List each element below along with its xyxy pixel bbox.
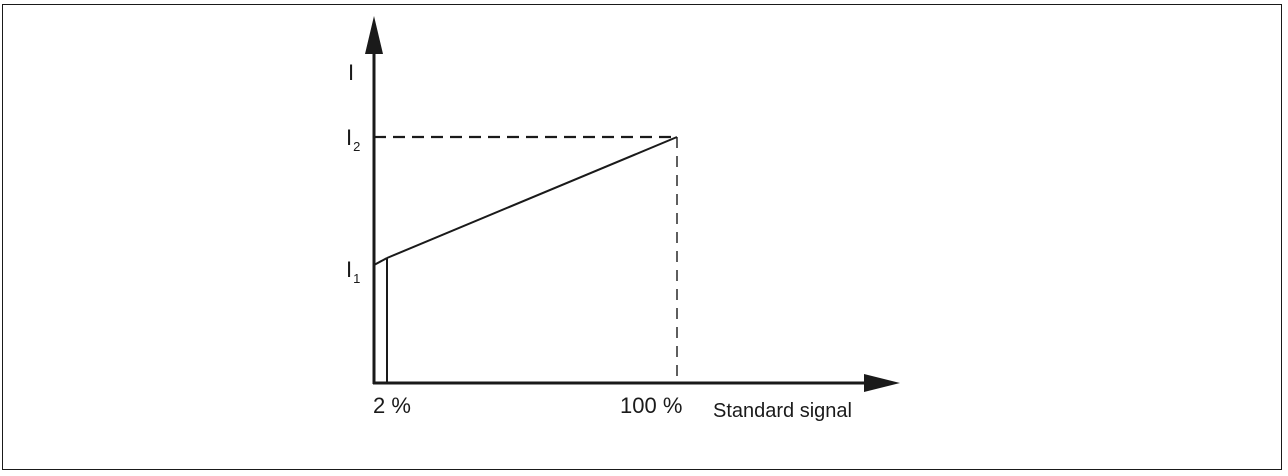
y-axis-arrowhead xyxy=(365,16,383,54)
tick-label-100-percent: 100 % xyxy=(620,393,682,418)
x-axis-label: Standard signal xyxy=(713,400,852,422)
i2-label: I2 xyxy=(346,125,360,154)
tick-label-2-percent: 2 % xyxy=(373,393,411,418)
y-axis-label: I xyxy=(348,60,354,85)
diagram-frame xyxy=(2,4,1282,470)
x-axis-arrowhead xyxy=(864,374,900,392)
i1-label: I1 xyxy=(346,257,360,286)
curve-offset-segment xyxy=(373,257,388,266)
characteristic-line xyxy=(386,136,678,259)
